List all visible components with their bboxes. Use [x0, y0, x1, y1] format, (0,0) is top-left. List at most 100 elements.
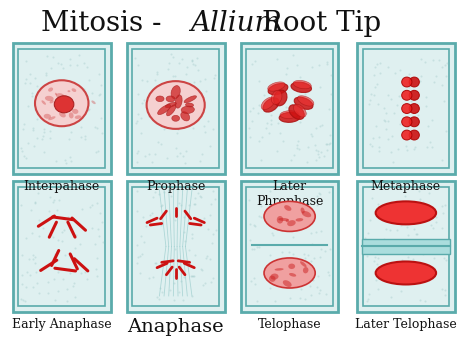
- Point: [207, 256, 214, 262]
- Point: [197, 266, 204, 272]
- Point: [182, 238, 189, 244]
- Ellipse shape: [274, 268, 283, 271]
- Point: [438, 225, 446, 231]
- Point: [391, 275, 398, 281]
- Point: [302, 275, 310, 281]
- Ellipse shape: [401, 130, 412, 140]
- Point: [403, 224, 411, 230]
- FancyBboxPatch shape: [357, 181, 455, 312]
- Point: [401, 193, 409, 199]
- Point: [314, 148, 321, 154]
- FancyBboxPatch shape: [13, 43, 110, 174]
- Point: [296, 227, 303, 233]
- Ellipse shape: [280, 111, 299, 119]
- Point: [248, 246, 255, 251]
- Point: [41, 126, 48, 132]
- Point: [268, 113, 275, 118]
- Point: [164, 66, 172, 71]
- Point: [323, 147, 331, 153]
- Point: [441, 255, 448, 261]
- Point: [376, 60, 383, 66]
- Point: [273, 56, 281, 61]
- Point: [134, 62, 142, 68]
- Point: [160, 189, 168, 195]
- Point: [67, 158, 75, 164]
- Point: [93, 200, 100, 206]
- Point: [159, 289, 166, 295]
- Point: [299, 269, 307, 274]
- Point: [396, 67, 403, 73]
- Point: [22, 235, 29, 241]
- Point: [417, 56, 425, 62]
- Point: [316, 254, 324, 260]
- Point: [63, 298, 71, 304]
- Point: [158, 90, 166, 95]
- Point: [364, 296, 372, 302]
- Point: [393, 227, 401, 233]
- Point: [98, 219, 106, 225]
- Ellipse shape: [158, 105, 171, 115]
- Point: [289, 235, 297, 240]
- Point: [83, 105, 91, 111]
- Point: [418, 268, 426, 273]
- Point: [247, 279, 255, 284]
- Point: [410, 96, 418, 102]
- Point: [185, 202, 193, 208]
- Point: [265, 131, 273, 136]
- Point: [137, 115, 145, 121]
- Point: [305, 144, 312, 150]
- Point: [301, 222, 309, 228]
- Point: [421, 59, 429, 64]
- Point: [283, 110, 291, 116]
- Point: [419, 251, 427, 256]
- Point: [375, 271, 383, 276]
- Point: [318, 122, 326, 128]
- Point: [328, 72, 335, 78]
- Ellipse shape: [271, 91, 282, 104]
- Point: [206, 213, 214, 218]
- Point: [405, 84, 412, 90]
- Point: [212, 227, 220, 233]
- Point: [289, 52, 296, 58]
- Point: [419, 200, 427, 205]
- Point: [301, 256, 309, 261]
- Point: [154, 69, 161, 75]
- FancyBboxPatch shape: [241, 43, 338, 174]
- Point: [42, 72, 49, 78]
- Ellipse shape: [35, 80, 89, 126]
- Point: [409, 87, 417, 93]
- Ellipse shape: [56, 93, 64, 99]
- Point: [438, 83, 446, 88]
- Point: [398, 223, 405, 228]
- Point: [60, 277, 67, 282]
- Point: [173, 130, 181, 136]
- Point: [428, 222, 435, 228]
- Point: [155, 296, 163, 302]
- Point: [417, 239, 425, 245]
- Point: [310, 255, 318, 261]
- Point: [169, 54, 177, 60]
- Point: [185, 247, 192, 253]
- Point: [33, 83, 40, 89]
- Point: [384, 92, 392, 98]
- Point: [317, 149, 325, 155]
- Point: [189, 274, 197, 279]
- Point: [193, 56, 201, 61]
- Point: [366, 97, 374, 103]
- Point: [54, 269, 62, 275]
- Point: [209, 231, 216, 237]
- Point: [45, 261, 53, 267]
- Ellipse shape: [59, 112, 66, 118]
- Point: [19, 297, 27, 303]
- Point: [253, 298, 260, 304]
- Point: [175, 200, 183, 206]
- Point: [146, 275, 153, 280]
- Point: [211, 72, 219, 78]
- Point: [439, 240, 447, 246]
- Point: [278, 111, 285, 117]
- Point: [199, 151, 206, 157]
- Ellipse shape: [55, 102, 62, 108]
- Point: [194, 190, 202, 196]
- Point: [211, 196, 219, 202]
- Ellipse shape: [50, 100, 54, 103]
